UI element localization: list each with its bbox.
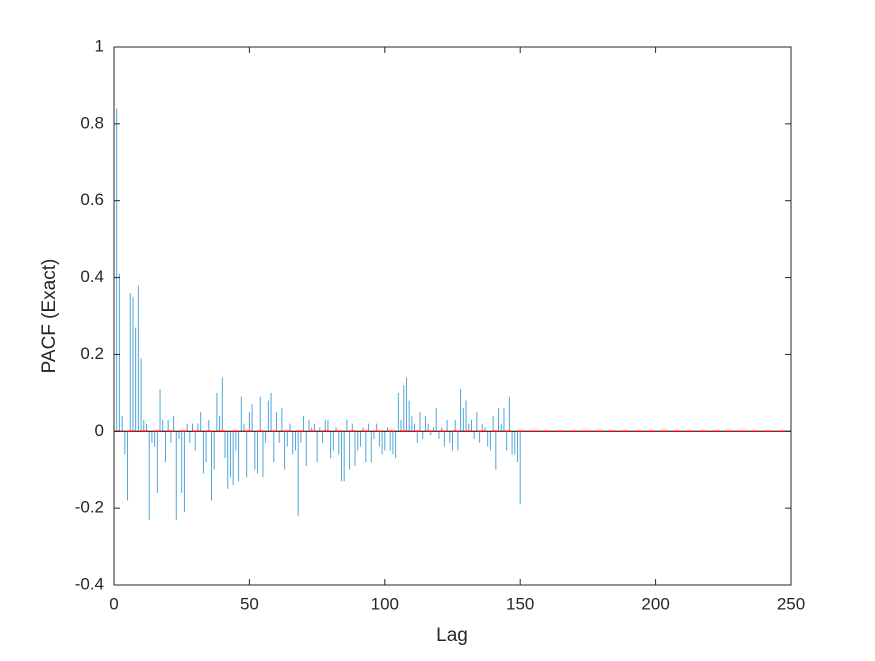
x-tick-label: 100: [371, 594, 399, 613]
y-tick-label: 0.6: [80, 190, 104, 209]
y-axis-label: PACF (Exact): [39, 259, 60, 374]
x-tick-label: 50: [240, 594, 259, 613]
y-tick-label: 0: [95, 421, 104, 440]
y-tick-label: 1: [95, 36, 104, 55]
y-tick-label: -0.2: [75, 498, 104, 517]
x-tick-label: 0: [109, 594, 118, 613]
y-tick-label: -0.4: [75, 574, 104, 593]
x-tick-label: 250: [777, 594, 805, 613]
y-tick-label: 0.2: [80, 344, 104, 363]
x-tick-label: 150: [506, 594, 534, 613]
x-tick-label: 200: [641, 594, 669, 613]
y-tick-label: 0.4: [80, 267, 104, 286]
x-axis-label: Lag: [436, 625, 468, 646]
y-tick-label: 0.8: [80, 113, 104, 132]
axes-box: [113, 46, 792, 586]
